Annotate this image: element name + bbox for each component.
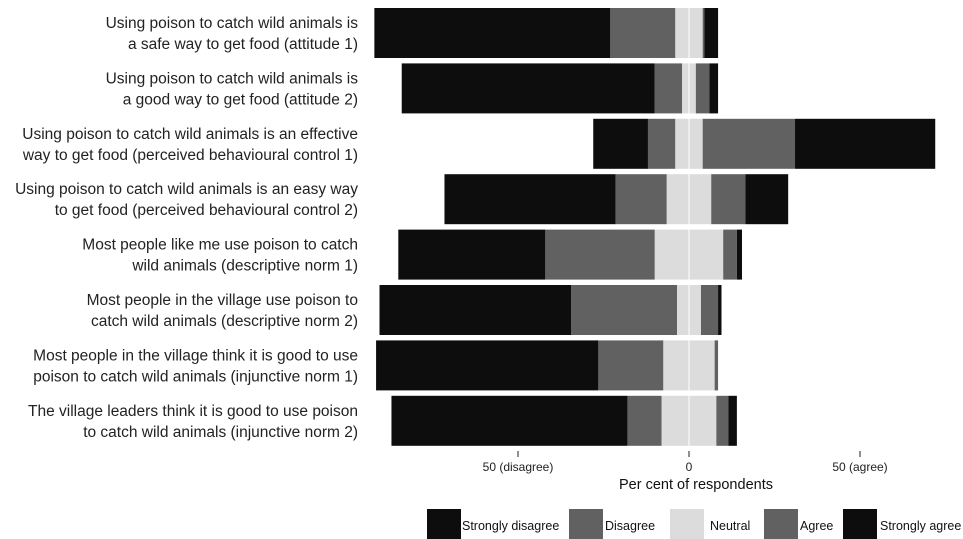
category-label-line: to get food (perceived behavioural contr… — [55, 202, 358, 219]
legend: Strongly disagree Disagree Neutral Agree Str… — [427, 509, 961, 539]
bar-disagree-row-1 — [610, 8, 676, 58]
bar-strongly-disagree-row-8 — [391, 395, 628, 446]
bar-strongly-disagree-row-1 — [374, 8, 611, 58]
category-label-line: to catch wild animals (injunctive norm 2… — [83, 424, 358, 441]
legend-label-neutral: Neutral — [710, 519, 750, 533]
bars-layer — [374, 8, 936, 446]
category-label-line: catch wild animals (descriptive norm 2) — [91, 313, 358, 330]
category-label-8: The village leaders think it is good to … — [28, 403, 358, 441]
x-axis-title: Per cent of respondents — [619, 477, 773, 493]
category-label-line: Using poison to catch wild animals is — [106, 70, 359, 87]
x-tick-label: 50 (agree) — [832, 460, 887, 474]
category-label-line: wild animals (descriptive norm 1) — [131, 258, 358, 275]
bar-disagree-row-8 — [627, 395, 662, 446]
category-label-1: Using poison to catch wild animals is a s… — [106, 15, 359, 53]
legend-label-strongly-agree: Strongly agree — [880, 519, 961, 533]
bar-agree-row-3 — [702, 118, 796, 169]
bar-disagree-row-7 — [598, 340, 664, 391]
legend-label-agree: Agree — [800, 519, 833, 533]
category-label-line: Most people like me use poison to catch — [82, 237, 358, 254]
bar-disagree-row-6 — [571, 285, 678, 335]
category-label-7: Most people in the village think it is g… — [33, 347, 358, 385]
bar-disagree-row-2 — [654, 63, 683, 114]
category-label-line: a safe way to get food (attitude 1) — [128, 36, 358, 53]
legend-swatch-strongly-disagree — [427, 509, 461, 539]
x-axis: 50 (disagree) 0 50 (agree) — [483, 451, 888, 474]
bar-disagree-row-5 — [545, 229, 655, 280]
legend-swatch-disagree — [569, 509, 603, 539]
category-label-3: Using poison to catch wild animals is an… — [22, 126, 358, 164]
bar-strongly-agree-row-1 — [704, 8, 719, 58]
category-label-4: Using poison to catch wild animals is an… — [15, 181, 358, 219]
category-label-line: a good way to get food (attitude 2) — [123, 91, 358, 108]
bar-agree-row-4 — [711, 174, 746, 225]
category-label-line: Most people in the village use poison to — [87, 292, 358, 309]
category-label-line: Using poison to catch wild animals is — [106, 15, 359, 32]
bar-strongly-agree-row-2 — [709, 63, 719, 114]
category-labels: Using poison to catch wild animals is a s… — [15, 15, 358, 441]
category-label-6: Most people in the village use poison to… — [87, 292, 358, 330]
category-label-line: Using poison to catch wild animals is an… — [15, 181, 358, 198]
bar-agree-row-5 — [723, 229, 737, 280]
bar-strongly-disagree-row-5 — [398, 229, 546, 280]
legend-swatch-strongly-agree — [843, 509, 877, 539]
legend-label-strongly-disagree: Strongly disagree — [462, 519, 559, 533]
bar-strongly-disagree-row-3 — [593, 118, 648, 169]
bar-strongly-disagree-row-6 — [379, 285, 572, 335]
bar-strongly-agree-row-3 — [795, 118, 936, 169]
bar-strongly-disagree-row-4 — [444, 174, 616, 225]
bar-strongly-agree-row-6 — [718, 285, 722, 335]
bar-strongly-disagree-row-7 — [376, 340, 599, 391]
legend-swatch-agree — [764, 509, 798, 539]
category-label-line: Most people in the village think it is g… — [33, 347, 358, 364]
x-tick-label: 50 (disagree) — [483, 460, 554, 474]
bar-strongly-agree-row-4 — [745, 174, 789, 225]
bar-strongly-agree-row-8 — [728, 395, 737, 446]
category-label-line: way to get food (perceived behavioural c… — [22, 147, 358, 164]
bar-disagree-row-3 — [647, 118, 676, 169]
bar-disagree-row-4 — [615, 174, 667, 225]
x-tick-label: 0 — [686, 460, 693, 474]
category-label-line: poison to catch wild animals (injunctive… — [33, 368, 358, 385]
category-label-2: Using poison to catch wild animals is a g… — [106, 70, 359, 108]
bar-agree-row-8 — [716, 395, 729, 446]
legend-swatch-neutral — [670, 509, 704, 539]
category-label-line: The village leaders think it is good to … — [28, 403, 358, 420]
category-label-line: Using poison to catch wild animals is an… — [22, 126, 358, 143]
legend-label-disagree: Disagree — [605, 519, 655, 533]
bar-strongly-agree-row-5 — [736, 229, 743, 280]
bar-agree-row-6 — [700, 285, 719, 335]
bar-strongly-disagree-row-2 — [401, 63, 655, 114]
bar-agree-row-1 — [702, 8, 705, 58]
bar-agree-row-7 — [714, 340, 719, 391]
category-label-5: Most people like me use poison to catch w… — [82, 237, 358, 275]
bar-agree-row-2 — [695, 63, 710, 114]
